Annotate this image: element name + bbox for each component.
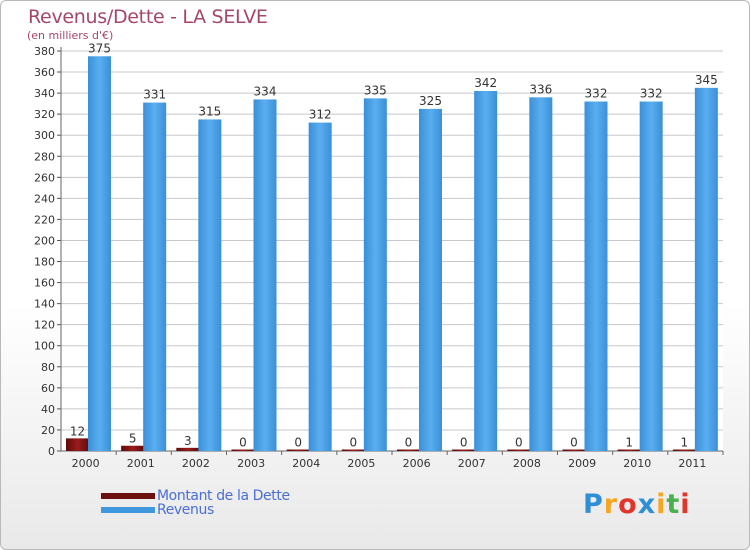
x-tick-label: 2006 bbox=[403, 457, 431, 470]
x-tick-label: 2010 bbox=[623, 457, 651, 470]
data-label-debt: 3 bbox=[184, 434, 192, 448]
data-label-revenue: 334 bbox=[254, 84, 277, 98]
legend-swatch-revenue bbox=[101, 507, 155, 513]
logo-letter: r bbox=[603, 489, 619, 520]
data-label-revenue: 335 bbox=[364, 83, 387, 97]
bar-debt bbox=[231, 449, 255, 451]
data-label-debt: 0 bbox=[405, 436, 413, 450]
data-label-revenue: 336 bbox=[529, 82, 552, 96]
x-tick-label: 2007 bbox=[458, 457, 486, 470]
y-tick-label: 0 bbox=[48, 445, 55, 458]
y-tick-label: 100 bbox=[34, 340, 55, 353]
y-tick-label: 300 bbox=[34, 129, 55, 142]
data-label-revenue: 342 bbox=[474, 76, 497, 90]
y-tick-label: 60 bbox=[41, 382, 55, 395]
x-tick-label: 2011 bbox=[678, 457, 706, 470]
y-tick-label: 320 bbox=[34, 108, 55, 121]
y-tick-label: 380 bbox=[34, 45, 55, 58]
y-tick-label: 180 bbox=[34, 256, 55, 269]
bar-revenue bbox=[143, 102, 167, 451]
y-tick-label: 120 bbox=[34, 319, 55, 332]
bar-debt bbox=[176, 447, 200, 451]
data-label-debt: 0 bbox=[515, 436, 523, 450]
data-label-revenue: 315 bbox=[198, 104, 221, 118]
proxiti-logo: Proxiti bbox=[583, 489, 691, 520]
data-label-debt: 1 bbox=[681, 436, 689, 450]
x-tick-label: 2008 bbox=[513, 457, 541, 470]
bar-debt bbox=[452, 449, 476, 451]
bar-debt bbox=[286, 449, 310, 451]
data-label-revenue: 375 bbox=[88, 41, 111, 55]
bar-revenue bbox=[363, 98, 387, 452]
data-label-debt: 0 bbox=[570, 436, 578, 450]
bar-revenue bbox=[198, 119, 222, 451]
bar-revenue bbox=[639, 101, 663, 452]
bar-debt bbox=[397, 449, 420, 451]
y-tick-label: 80 bbox=[41, 361, 55, 374]
y-tick-label: 280 bbox=[34, 150, 55, 163]
y-tick-label: 260 bbox=[34, 171, 55, 184]
legend-label-debt: Montant de la Dette bbox=[157, 488, 290, 504]
logo-letter: o bbox=[618, 489, 638, 520]
bar-debt bbox=[672, 449, 696, 451]
y-tick-label: 340 bbox=[34, 87, 55, 100]
bar-debt bbox=[121, 445, 145, 451]
bar-debt bbox=[617, 449, 641, 451]
x-tick-label: 2001 bbox=[127, 457, 155, 470]
data-label-revenue: 345 bbox=[695, 73, 718, 87]
logo-letter: P bbox=[583, 489, 604, 520]
data-label-revenue: 312 bbox=[309, 108, 332, 122]
x-tick-label: 2003 bbox=[237, 457, 265, 470]
y-tick-label: 140 bbox=[34, 298, 55, 311]
legend-label-revenue: Revenus bbox=[157, 502, 214, 518]
bar-revenue bbox=[584, 101, 608, 452]
legend-swatch-debt bbox=[101, 493, 155, 499]
data-label-debt: 1 bbox=[625, 436, 633, 450]
data-label-debt: 0 bbox=[460, 436, 468, 450]
logo-letter: i bbox=[680, 489, 691, 520]
logo-letter: i bbox=[656, 489, 667, 520]
y-tick-label: 40 bbox=[41, 403, 55, 416]
y-tick-label: 240 bbox=[34, 192, 55, 205]
data-label-debt: 0 bbox=[239, 436, 247, 450]
y-tick-label: 20 bbox=[41, 424, 55, 437]
data-label-debt: 5 bbox=[129, 432, 137, 446]
chart-subtitle: (en milliers d'€) bbox=[27, 29, 114, 42]
bar-debt bbox=[507, 449, 531, 451]
chart-title: Revenus/Dette - LA SELVE bbox=[28, 6, 268, 28]
x-tick-label: 2002 bbox=[182, 457, 210, 470]
y-tick-label: 360 bbox=[34, 66, 55, 79]
bar-revenue bbox=[308, 122, 332, 451]
data-label-revenue: 331 bbox=[143, 88, 166, 102]
x-tick-label: 2005 bbox=[347, 457, 375, 470]
bar-revenue bbox=[694, 87, 718, 451]
y-tick-label: 200 bbox=[34, 234, 55, 247]
bar-debt bbox=[341, 449, 365, 451]
bar-revenue bbox=[88, 56, 111, 452]
data-label-debt: 0 bbox=[350, 436, 358, 450]
y-tick-label: 220 bbox=[34, 213, 55, 226]
bar-revenue bbox=[529, 97, 553, 451]
data-label-revenue: 332 bbox=[585, 87, 608, 101]
data-label-revenue: 332 bbox=[640, 87, 663, 101]
x-tick-label: 2000 bbox=[72, 457, 100, 470]
bar-revenue bbox=[474, 91, 498, 451]
bar-debt bbox=[562, 449, 586, 451]
x-tick-label: 2004 bbox=[292, 457, 320, 470]
x-tick-label: 2009 bbox=[568, 457, 596, 470]
bar-debt bbox=[66, 438, 89, 451]
data-label-debt: 12 bbox=[70, 424, 85, 438]
logo-letter: t bbox=[666, 489, 681, 520]
y-tick-label: 160 bbox=[34, 277, 55, 290]
bar-revenue bbox=[253, 99, 277, 451]
logo-letter: x bbox=[637, 489, 657, 520]
data-label-debt: 0 bbox=[294, 436, 302, 450]
bar-revenue bbox=[419, 108, 442, 451]
data-label-revenue: 325 bbox=[419, 94, 442, 108]
